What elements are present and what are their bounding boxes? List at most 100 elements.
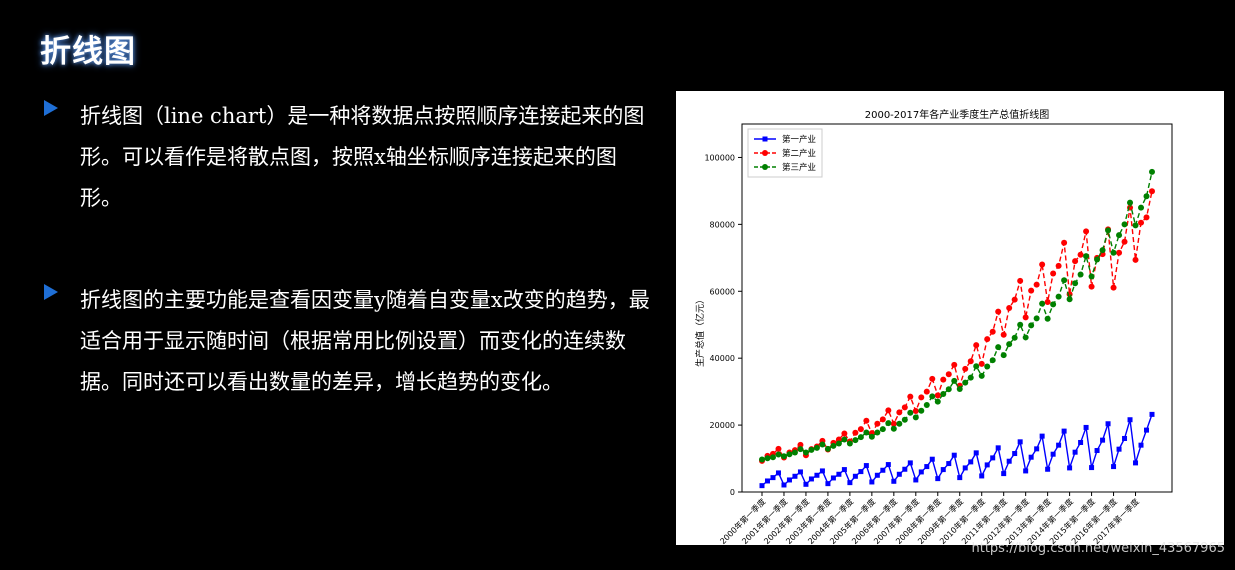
data-point xyxy=(1144,427,1150,433)
data-point xyxy=(1023,468,1029,474)
series-line xyxy=(761,191,1153,462)
data-point xyxy=(863,417,870,424)
y-tick-label: 100000 xyxy=(704,153,735,162)
data-point xyxy=(901,416,908,423)
y-axis: 0 20000 40000 60000 80000 100000 xyxy=(704,153,742,497)
data-point xyxy=(989,328,996,335)
data-point xyxy=(759,456,765,463)
data-point xyxy=(852,437,859,444)
data-point xyxy=(846,440,853,447)
data-point xyxy=(1006,305,1013,311)
data-point xyxy=(1105,421,1111,427)
data-point xyxy=(1078,439,1084,445)
data-point xyxy=(1000,331,1007,338)
data-point xyxy=(978,360,985,367)
data-point xyxy=(1105,227,1112,234)
data-point xyxy=(803,481,809,487)
data-point xyxy=(1066,296,1073,303)
data-point xyxy=(825,481,831,487)
data-point xyxy=(918,394,925,401)
watermark-url: https://blog.csdn.net/weixin_43567965 xyxy=(971,541,1225,556)
data-point xyxy=(1116,249,1123,256)
data-point xyxy=(879,416,886,423)
data-point xyxy=(902,466,908,472)
data-point xyxy=(852,429,859,436)
legend-item: 第二产业 xyxy=(754,148,816,159)
data-point xyxy=(1067,465,1073,471)
data-point xyxy=(1033,281,1040,288)
data-point xyxy=(1127,199,1134,206)
data-point xyxy=(797,469,803,475)
data-point xyxy=(1149,411,1155,417)
data-point xyxy=(1061,239,1068,246)
bullet-text: 折线图（line chart）是一种将数据点按照顺序连接起来的图形。可以看作是将… xyxy=(80,104,645,210)
line-chart: 2000-2017年各产业季度生产总值折线图 生产总值（亿元） 0 20000 40… xyxy=(694,108,1173,546)
data-point xyxy=(885,462,891,468)
legend-label: 第三产业 xyxy=(782,162,816,173)
data-point xyxy=(1149,188,1155,195)
y-tick-label: 80000 xyxy=(710,220,735,229)
data-point xyxy=(1088,283,1095,290)
data-point xyxy=(835,440,842,447)
data-point xyxy=(852,473,858,479)
data-point xyxy=(1050,451,1056,457)
data-point xyxy=(1000,352,1007,359)
bullet-arrow-icon xyxy=(44,100,58,116)
data-point xyxy=(775,451,782,458)
data-point xyxy=(1044,298,1051,305)
data-point xyxy=(1116,232,1123,239)
data-point xyxy=(962,379,969,386)
data-point xyxy=(934,398,941,405)
data-point xyxy=(819,441,826,448)
series-layer xyxy=(759,168,1155,489)
data-point xyxy=(885,407,892,414)
series-3 xyxy=(759,168,1155,463)
data-point xyxy=(869,479,875,485)
data-point xyxy=(857,434,864,441)
data-point xyxy=(995,445,1001,451)
data-point xyxy=(830,442,837,449)
data-point xyxy=(951,361,958,368)
data-point xyxy=(1028,287,1035,294)
data-point xyxy=(764,478,770,484)
data-point xyxy=(1050,301,1057,308)
data-point xyxy=(1072,280,1079,287)
data-point xyxy=(1083,228,1090,235)
data-point xyxy=(934,392,941,399)
data-point xyxy=(830,475,836,481)
data-point xyxy=(808,446,815,453)
data-point xyxy=(1044,315,1051,322)
data-point xyxy=(1132,222,1139,229)
data-point xyxy=(1055,293,1062,300)
y-tick-label: 0 xyxy=(730,488,735,497)
legend-marker xyxy=(762,136,768,142)
data-point xyxy=(1045,466,1051,472)
series-2 xyxy=(759,188,1155,464)
data-point xyxy=(1116,446,1122,452)
data-point xyxy=(896,409,903,416)
legend-label: 第一产业 xyxy=(782,134,816,145)
data-point xyxy=(1056,442,1062,448)
bullet-arrow-icon xyxy=(44,284,58,300)
data-point xyxy=(1022,334,1029,341)
data-point xyxy=(1094,448,1100,454)
data-point xyxy=(1028,322,1035,329)
y-tick-label: 60000 xyxy=(710,287,735,296)
data-point xyxy=(786,451,793,458)
data-point xyxy=(918,469,924,475)
data-point xyxy=(929,456,935,462)
data-point xyxy=(874,429,881,436)
data-point xyxy=(924,464,930,470)
data-point xyxy=(863,463,869,469)
data-point xyxy=(775,470,781,476)
data-point xyxy=(885,420,892,427)
data-point xyxy=(1017,277,1024,284)
data-point xyxy=(759,483,765,489)
data-point xyxy=(957,475,963,481)
data-point xyxy=(1011,296,1018,303)
data-point xyxy=(858,469,864,475)
data-point xyxy=(990,455,996,461)
legend-item: 第一产业 xyxy=(754,134,816,145)
data-point xyxy=(1061,428,1067,434)
data-point xyxy=(912,408,919,415)
